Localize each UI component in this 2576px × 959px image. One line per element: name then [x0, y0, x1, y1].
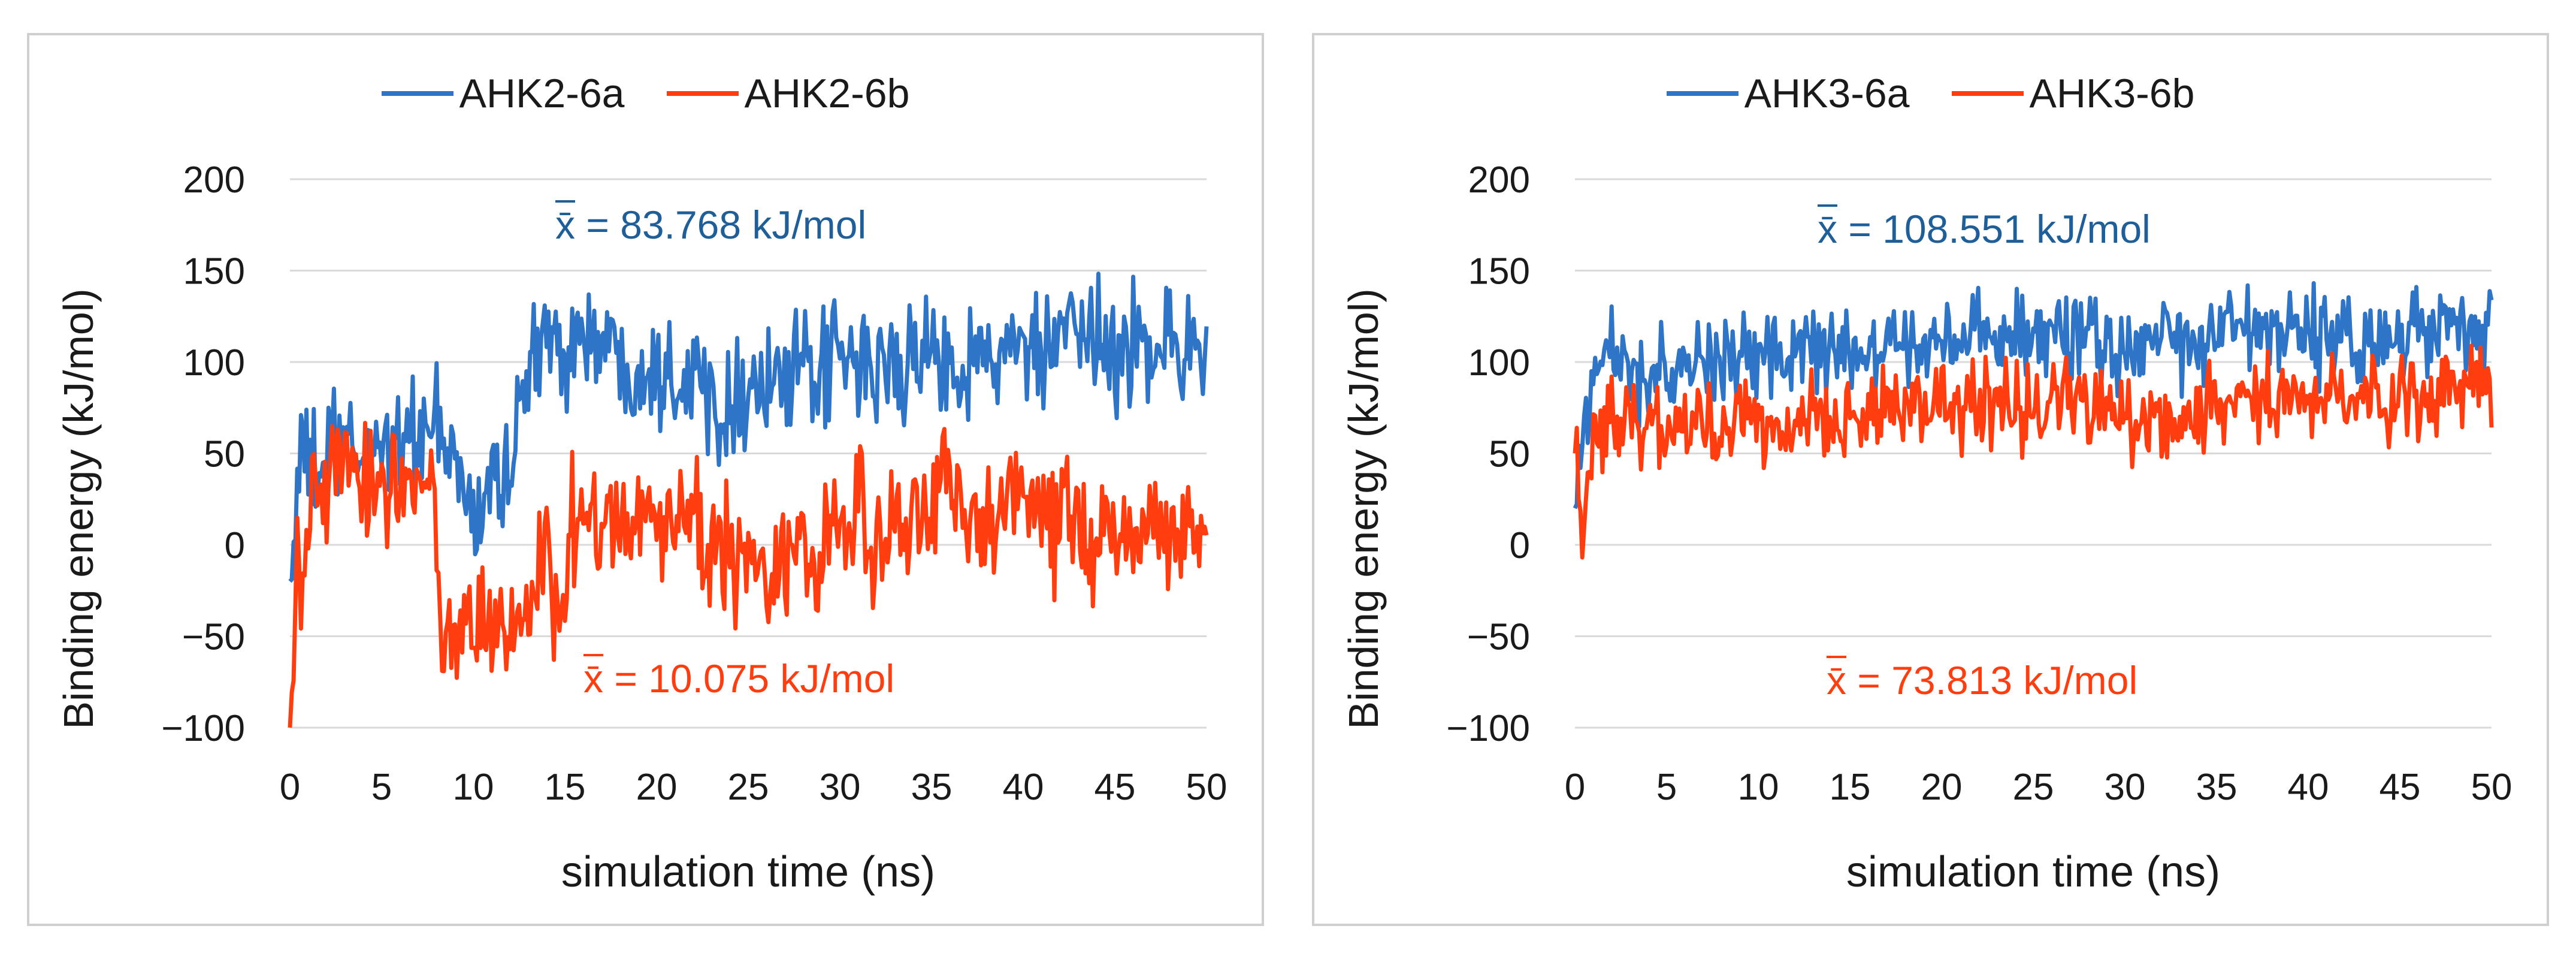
x-tick-label: 5: [1656, 767, 1677, 808]
x-tick-label: 20: [1921, 767, 1963, 808]
mean-annotation-ahk3-6a: x̄ = 108.551 kJ/mol: [1818, 206, 2151, 252]
mean-annotation-ahk2-6b: x̄ = 10.075 kJ/mol: [583, 656, 894, 701]
series-line-ahk2-6a: [288, 272, 1209, 583]
x-tick-label: 40: [1003, 767, 1044, 808]
legend: AHK2-6a AHK2-6b: [29, 70, 1262, 117]
chart-plot-area: 200 150 100 50 0 −50 −100 0 5 10 15 20 25 30 35 40 45 50: [1446, 159, 2512, 808]
x-tick-label: 45: [2380, 767, 2421, 808]
y-tick-label: 100: [1468, 342, 1530, 384]
y-tick-label: 0: [1510, 525, 1530, 566]
y-tick-label: 200: [1468, 159, 1530, 201]
x-tick-label: 40: [2288, 767, 2329, 808]
y-tick-label: −50: [1467, 617, 1530, 658]
legend-label: AHK3-6b: [2029, 71, 2195, 116]
x-tick-label: 45: [1095, 767, 1136, 808]
chart-panel-ahk2: 200 150 100 50 0 −50 −100 0 5 10 15 20 25 30 35 40 45 50 …: [27, 33, 1264, 926]
y-tick-label: −100: [161, 708, 245, 749]
y-tick-label: 200: [183, 159, 245, 201]
mean-value: = 10.075 kJ/mol: [603, 656, 895, 701]
y-tick-label: 50: [204, 434, 245, 475]
x-tick-label: 25: [2013, 767, 2054, 808]
legend-label: AHK3-6a: [1744, 71, 1910, 116]
x-tick-label: 15: [1830, 767, 1871, 808]
legend-item-ahk3-6a: AHK3-6a: [1666, 70, 1910, 117]
x-axis-label: simulation time (ns): [1846, 848, 2221, 896]
mean-annotation-ahk3-6b: x̄ = 73.813 kJ/mol: [1827, 658, 2137, 703]
x-tick-label: 20: [636, 767, 678, 808]
x-tick-label: 30: [2105, 767, 2146, 808]
x-tick-label: 35: [2196, 767, 2238, 808]
x-tick-label: 5: [371, 767, 392, 808]
legend-swatch-ahk3-6b: [1951, 91, 2024, 96]
legend-swatch-ahk3-6a: [1666, 91, 1739, 96]
y-tick-label: 150: [1468, 251, 1530, 292]
mean-annotation-ahk2-6a: x̄ = 83.768 kJ/mol: [555, 202, 866, 248]
x-tick-label: 15: [545, 767, 586, 808]
mean-value: = 108.551 kJ/mol: [1837, 207, 2151, 251]
x-tick-label: 50: [1186, 767, 1227, 808]
mean-symbol: x̄: [583, 656, 603, 701]
legend-swatch-ahk2-6b: [666, 91, 739, 96]
x-tick-label: 10: [1738, 767, 1779, 808]
y-tick-label: 0: [225, 525, 245, 566]
x-tick-label: 0: [1565, 767, 1585, 808]
x-tick-label: 10: [453, 767, 494, 808]
mean-value: = 73.813 kJ/mol: [1846, 658, 2138, 702]
x-tick-label: 0: [280, 767, 300, 808]
legend-item-ahk2-6b: AHK2-6b: [666, 70, 910, 117]
legend-item-ahk3-6b: AHK3-6b: [1951, 70, 2195, 117]
y-tick-label: −100: [1446, 708, 1530, 749]
legend-swatch-ahk2-6a: [381, 91, 453, 96]
y-tick-label: −50: [182, 617, 245, 658]
mean-value: = 83.768 kJ/mol: [575, 203, 867, 247]
x-tick-label: 35: [911, 767, 953, 808]
chart-panel-ahk3: 200 150 100 50 0 −50 −100 0 5 10 15 20 25 30 35 40 45 50 …: [1312, 33, 2549, 926]
y-tick-label: 100: [183, 342, 245, 384]
series-line-ahk2-6b: [288, 421, 1209, 728]
y-axis-label: Binding energy (kJ/mol): [1340, 288, 1387, 729]
mean-symbol: x̄: [1827, 658, 1846, 702]
legend-label: AHK2-6a: [459, 71, 625, 116]
mean-symbol: x̄: [1818, 207, 1837, 251]
y-tick-label: 50: [1489, 434, 1530, 475]
series-line-ahk3-6a: [1573, 281, 2494, 509]
y-axis-label: Binding energy (kJ/mol): [55, 288, 102, 729]
y-tick-label: 150: [183, 251, 245, 292]
chart-plot-area: 200 150 100 50 0 −50 −100 0 5 10 15 20 25 30 35 40 45 50: [161, 159, 1227, 808]
legend-item-ahk2-6a: AHK2-6a: [381, 70, 625, 117]
x-axis-label: simulation time (ns): [561, 848, 936, 896]
legend: AHK3-6a AHK3-6b: [1314, 70, 2547, 117]
x-tick-label: 50: [2471, 767, 2512, 808]
mean-symbol: x̄: [555, 203, 575, 247]
x-tick-label: 30: [820, 767, 861, 808]
legend-label: AHK2-6b: [744, 71, 910, 116]
x-tick-label: 25: [728, 767, 769, 808]
series-line-ahk3-6b: [1573, 343, 2494, 560]
